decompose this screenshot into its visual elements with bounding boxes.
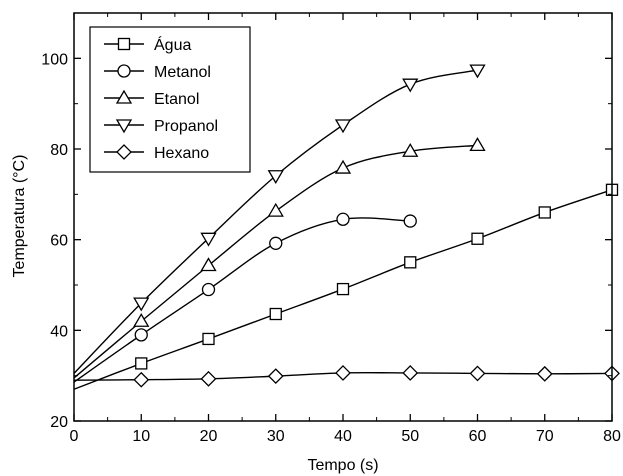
data-point-etanol (133, 312, 150, 327)
data-point-agua (538, 206, 551, 219)
data-point-metanol (201, 282, 216, 297)
data-point-hexano (335, 365, 351, 381)
legend-item-etanol: Etanol (104, 89, 199, 108)
data-point-hexano (536, 365, 553, 382)
legend-item-hexano: Hexano (104, 144, 209, 162)
y-tick-label: 100 (41, 51, 68, 68)
legend-marker-agua (117, 37, 131, 51)
data-point-agua (336, 282, 350, 296)
x-axis: 0 10 20 30 40 50 60 70 80 (70, 13, 621, 445)
x-tick-label: 30 (267, 428, 285, 445)
legend-label-agua: Água (154, 35, 191, 54)
legend-entries: Água Metanol Etanol Propanol Hexano (104, 35, 218, 162)
legend: Água Metanol Etanol Propanol Hexano (89, 26, 251, 173)
series-markers (133, 64, 620, 388)
series-markers-metanol (134, 212, 417, 342)
x-tick-label: 50 (401, 428, 419, 445)
data-point-agua (135, 357, 148, 370)
series-markers-propanol (133, 64, 486, 312)
x-tick-label: 40 (334, 428, 352, 445)
x-tick-label: 0 (70, 428, 79, 445)
data-point-agua (404, 256, 417, 269)
legend-item-agua: Água (104, 35, 191, 54)
series-markers-hexano (133, 365, 620, 388)
data-point-agua (202, 332, 215, 346)
data-point-hexano (133, 371, 150, 388)
data-point-agua (471, 232, 484, 245)
legend-label-metanol: Metanol (154, 64, 211, 81)
data-point-propanol (469, 64, 486, 79)
y-axis-title: Temperatura (°C) (11, 155, 28, 278)
y-axis: 20 40 60 80 100 (41, 51, 612, 431)
legend-marker-hexano (116, 144, 132, 160)
legend-marker-metanol (117, 64, 131, 78)
x-tick-label: 70 (536, 428, 554, 445)
data-point-hexano (200, 370, 217, 387)
legend-marker-propanol (115, 119, 133, 134)
legend-label-hexano: Hexano (154, 145, 209, 162)
data-point-propanol (267, 170, 284, 185)
legend-item-propanol: Propanol (104, 118, 218, 135)
data-point-etanol (200, 257, 217, 272)
legend-box (89, 26, 251, 173)
data-point-metanol (134, 328, 148, 342)
data-point-hexano (402, 365, 419, 381)
data-point-propanol (402, 78, 419, 93)
data-point-agua (269, 307, 282, 321)
y-tick-label: 40 (50, 323, 68, 340)
x-axis-title: Tempo (s) (307, 457, 378, 474)
series-markers-etanol (133, 137, 486, 327)
data-point-propanol (334, 119, 352, 134)
data-point-propanol (200, 232, 217, 247)
y-tick-label: 20 (50, 414, 68, 431)
data-point-etanol (469, 137, 486, 152)
data-point-hexano (469, 365, 486, 382)
legend-label-propanol: Propanol (154, 118, 218, 135)
data-point-metanol (269, 236, 283, 250)
x-tick-label: 60 (469, 428, 487, 445)
legend-label-etanol: Etanol (154, 91, 199, 108)
legend-item-metanol: Metanol (104, 64, 211, 81)
data-point-etanol (334, 159, 352, 174)
data-point-metanol (336, 212, 350, 226)
y-tick-label: 80 (50, 142, 68, 159)
data-point-metanol (403, 214, 417, 228)
legend-marker-etanol (115, 89, 133, 104)
x-tick-label: 80 (603, 428, 621, 445)
series-markers-agua (135, 183, 619, 370)
data-point-propanol (133, 297, 150, 312)
data-point-hexano (267, 368, 284, 385)
x-tick-label: 10 (132, 428, 150, 445)
data-point-etanol (267, 202, 284, 217)
y-tick-label: 60 (50, 233, 68, 250)
series-line-metanol (73, 217, 411, 383)
x-tick-label: 20 (200, 428, 218, 445)
data-point-etanol (402, 142, 419, 157)
